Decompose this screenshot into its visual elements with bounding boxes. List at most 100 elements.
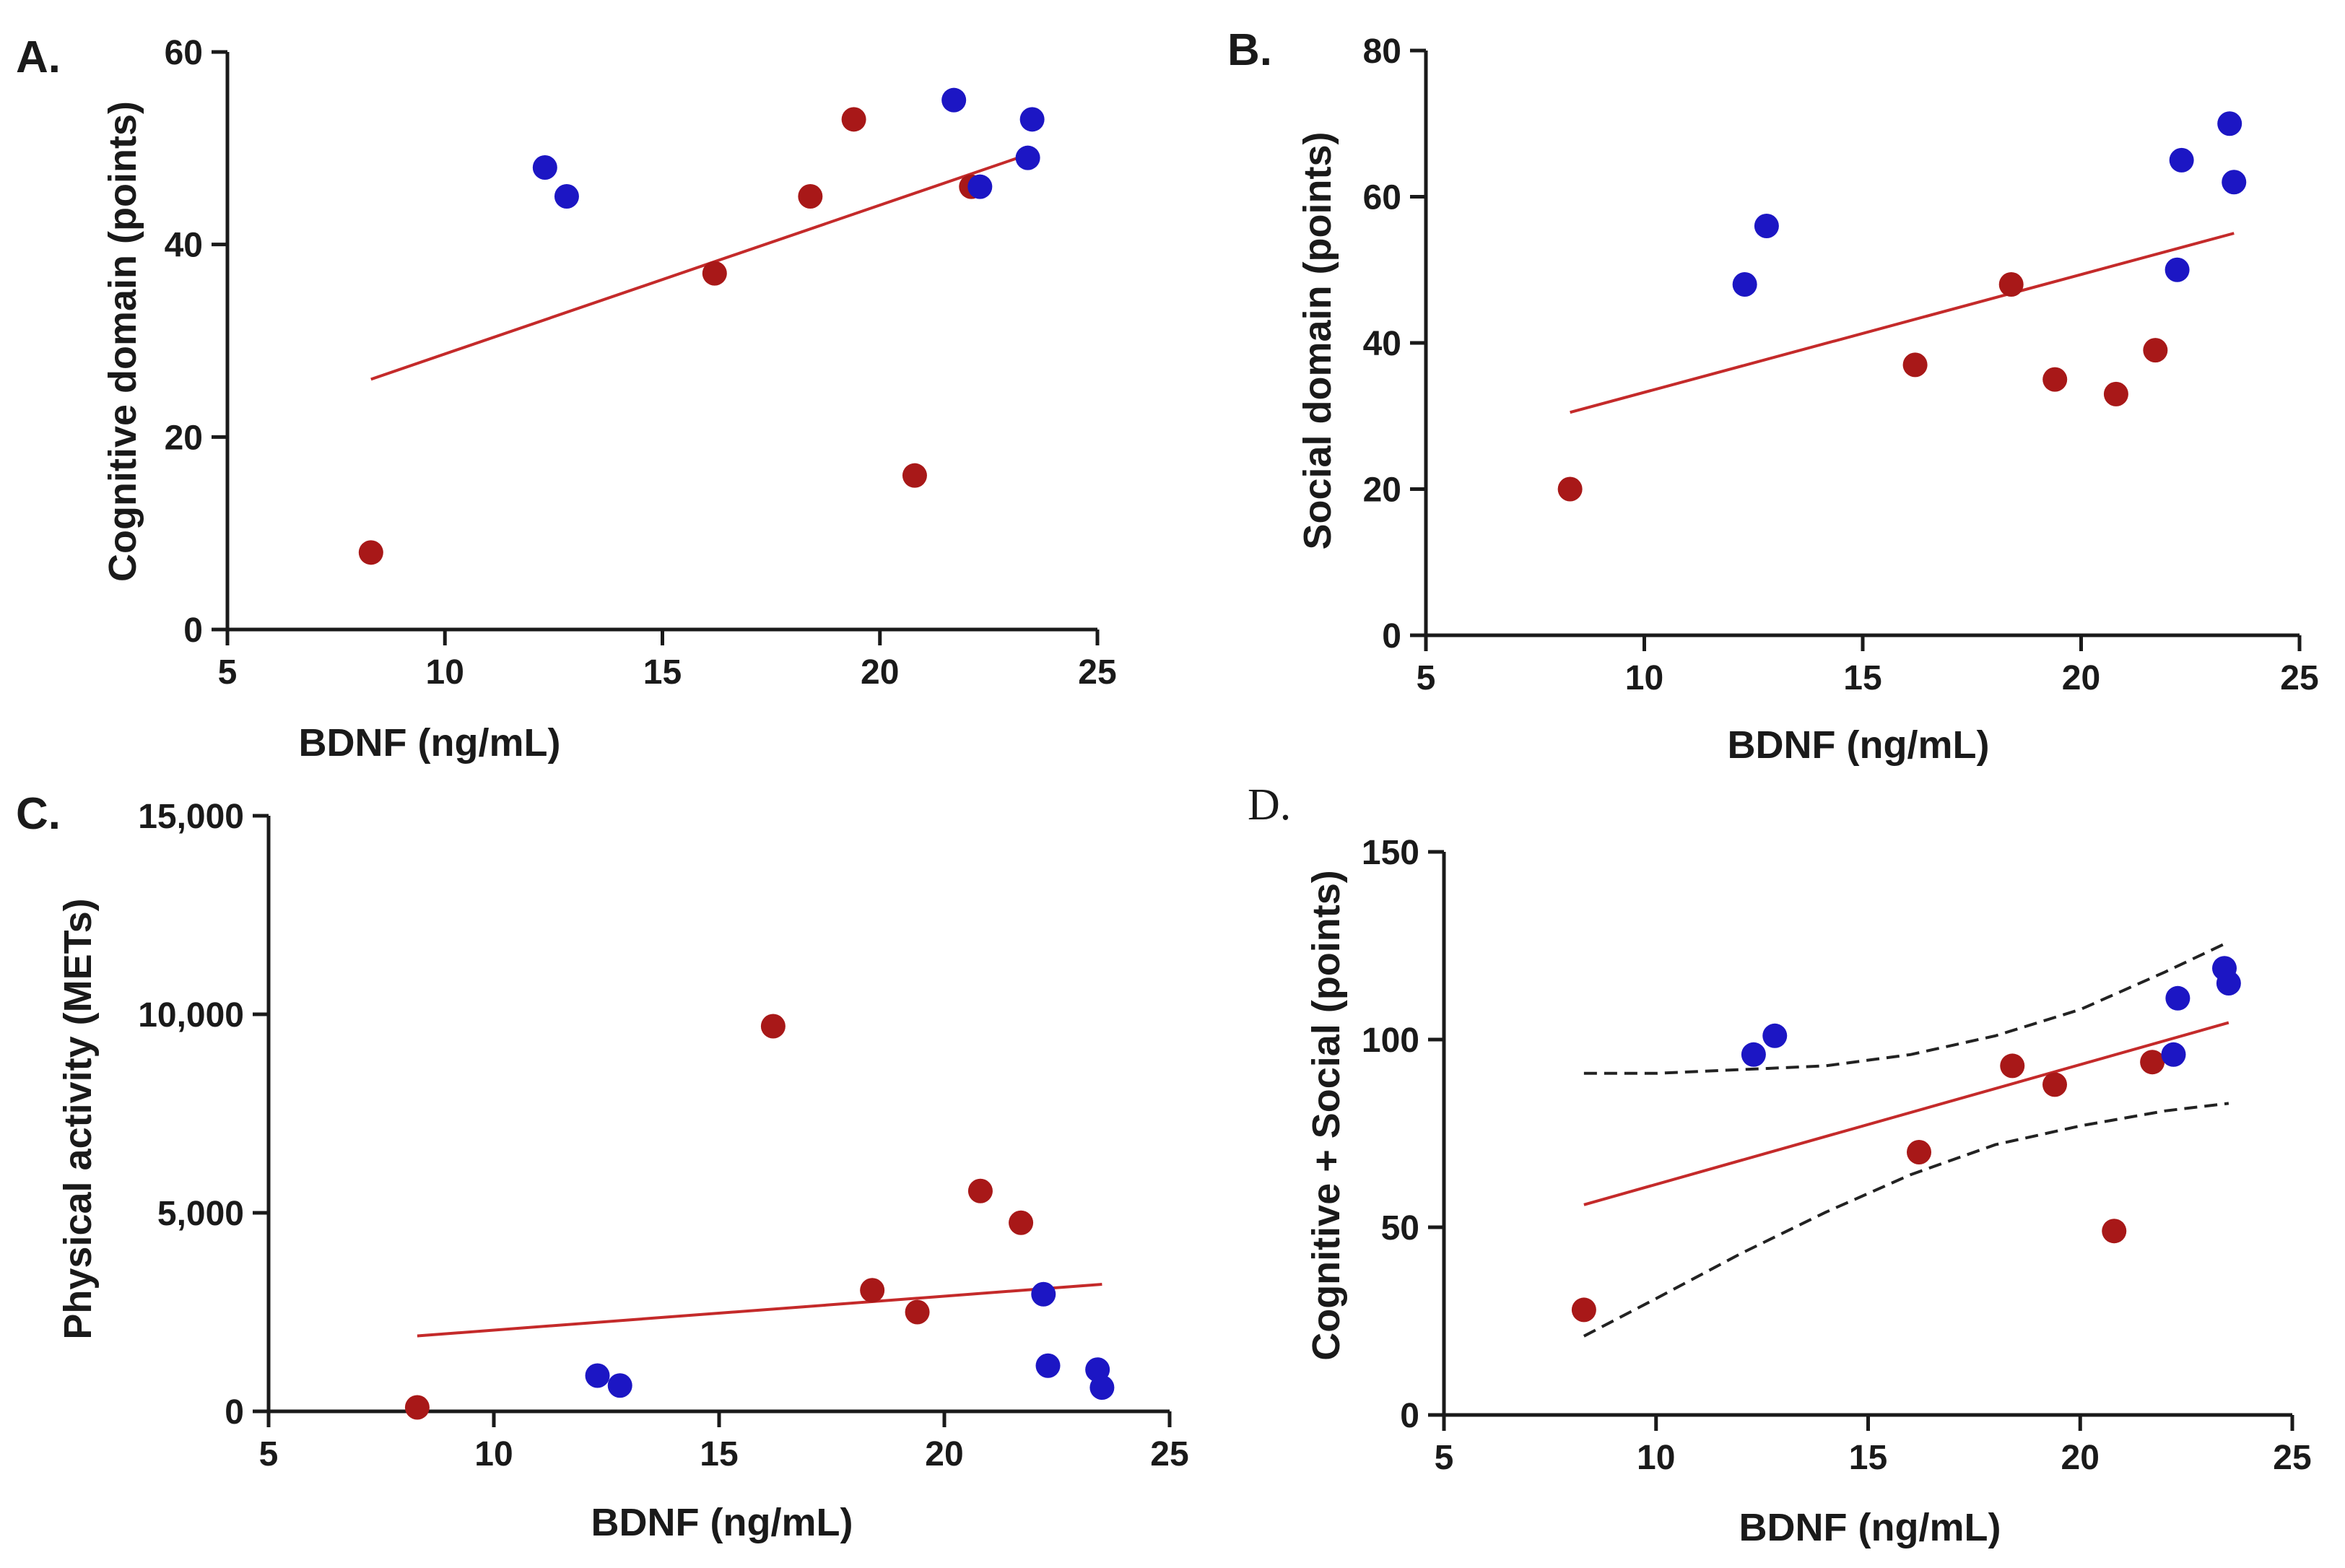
panel-d-point-blue xyxy=(2161,1042,2186,1067)
panel-b-point-red xyxy=(1998,272,2024,297)
panel-d-point-red xyxy=(2140,1050,2165,1075)
panel-c-point-blue xyxy=(1031,1281,1056,1307)
panel-c-plot: 5 10 15 20 25 0 5,000 10,000 15,000 xyxy=(138,798,1189,1473)
panel-c-point-red xyxy=(1009,1210,1034,1235)
panel-c-y-tick-label: 5,000 xyxy=(157,1195,244,1233)
panel-a-point-blue xyxy=(1019,107,1045,132)
panel-d-x-tick-label: 20 xyxy=(2061,1439,2100,1477)
panel-a-point-red xyxy=(702,261,727,286)
panel-d-point-red xyxy=(1907,1140,1931,1164)
panel-d-label: D. xyxy=(1248,780,1291,829)
panel-b-point-blue xyxy=(2217,111,2242,136)
panel-d-point-blue xyxy=(2216,971,2241,996)
panel-c-point-blue xyxy=(1089,1375,1115,1400)
panel-d-regression-line xyxy=(1583,1021,2229,1206)
panel-d-point-red xyxy=(2000,1053,2025,1079)
panel-a-point-red xyxy=(798,184,823,209)
panel-d-y-axis-label: Cognitive + Social (points) xyxy=(1305,870,1348,1361)
panel-c-point-blue xyxy=(585,1363,610,1388)
panel-b-plot: 5 10 15 20 25 0 20 40 60 80 xyxy=(1363,32,2319,697)
panel-b-y-tick-label: 40 xyxy=(1363,325,1401,363)
panel-c-point-red xyxy=(860,1278,885,1303)
panel-a-y-axis-label: Cognitive domain (points) xyxy=(101,101,144,582)
panel-a-x-tick-label: 15 xyxy=(643,653,682,692)
panel-d-point-red xyxy=(1571,1297,1596,1323)
panel-b-point-red xyxy=(2042,367,2068,392)
panel-b-point-red xyxy=(1557,476,1583,502)
panel-a-x-tick-label: 20 xyxy=(861,653,899,692)
panel-b-x-axis-label: BDNF (ng/mL) xyxy=(1728,723,1990,767)
panel-c-point-red xyxy=(905,1299,930,1325)
panel-b-y-tick-label: 80 xyxy=(1363,32,1401,71)
panel-b-regression-line xyxy=(1570,232,2235,414)
panel-c-point-red xyxy=(760,1014,786,1039)
panel-a-point-blue xyxy=(1015,145,1040,170)
panel-b-point-blue xyxy=(2165,257,2190,282)
panel-a-y-tick-label: 60 xyxy=(165,34,203,72)
panel-d-ci-upper xyxy=(1583,940,2229,1075)
panel-d-point-red xyxy=(2042,1072,2067,1097)
panel-c-label: C. xyxy=(16,789,61,839)
panel-b-point-blue xyxy=(1732,272,1757,297)
panel-b-y-axis-label: Social domain (points) xyxy=(1296,131,1339,549)
panel-b-point-blue xyxy=(1754,214,1779,238)
panel-d-ci-lower xyxy=(1583,1102,2229,1338)
panel-b-y-tick-label: 20 xyxy=(1363,471,1401,510)
panel-d-x-axis-label: BDNF (ng/mL) xyxy=(1739,1506,2001,1549)
panel-c-point-red xyxy=(967,1178,993,1203)
panel-c-regression-line xyxy=(417,1283,1102,1338)
panel-a: A. BDNF (ng/mL) Cognitive domain (points… xyxy=(16,32,1117,765)
panel-a-point-blue xyxy=(532,155,557,180)
panel-b-y-tick-label: 0 xyxy=(1382,617,1401,655)
panel-d-y-tick-label: 50 xyxy=(1381,1209,1419,1247)
panel-d-y-tick-label: 0 xyxy=(1400,1397,1419,1435)
panel-d-x-tick-label: 25 xyxy=(2273,1439,2311,1477)
panel-a-y-tick-label: 40 xyxy=(165,227,203,265)
panel-a-regression-line xyxy=(370,152,1033,381)
panel-b: B. BDNF (ng/mL) Social domain (points) 5… xyxy=(1227,25,2319,767)
panel-c-x-tick-label: 25 xyxy=(1150,1435,1188,1473)
panel-a-x-tick-label: 10 xyxy=(426,653,464,692)
panel-c-point-red xyxy=(404,1395,430,1420)
panel-d-point-red xyxy=(2102,1219,2127,1244)
panel-a-x-axis-label: BDNF (ng/mL) xyxy=(299,721,561,765)
panel-a-point-red xyxy=(841,107,866,132)
panel-a-label: A. xyxy=(16,32,61,82)
panel-c-y-tick-label: 0 xyxy=(225,1393,244,1432)
panel-d-point-blue xyxy=(1762,1023,1788,1048)
panel-d: D. BDNF (ng/mL) Cognitive + Social (poin… xyxy=(1248,780,2312,1549)
panel-b-y-tick-label: 60 xyxy=(1363,179,1401,217)
panel-c-x-tick-label: 5 xyxy=(259,1435,279,1473)
panel-b-x-tick-label: 20 xyxy=(2062,659,2100,697)
panel-a-x-tick-label: 25 xyxy=(1078,653,1116,692)
panel-c-y-axis-label: Physical activity (METs) xyxy=(56,898,100,1339)
panel-c-point-blue xyxy=(1035,1353,1061,1378)
panel-a-point-blue xyxy=(967,174,993,199)
panel-b-point-red xyxy=(2103,381,2128,406)
panel-c-point-blue xyxy=(607,1373,632,1398)
panel-b-point-red xyxy=(2143,338,2168,363)
panel-a-point-red xyxy=(358,540,383,565)
panel-c-x-axis-label: BDNF (ng/mL) xyxy=(591,1501,853,1544)
panel-a-y-tick-label: 20 xyxy=(165,419,203,457)
panel-b-point-blue xyxy=(2169,147,2194,173)
panel-c-y-tick-label: 10,000 xyxy=(138,996,244,1035)
panel-a-x-tick-label: 5 xyxy=(218,653,238,692)
panel-c-x-tick-label: 10 xyxy=(474,1435,513,1473)
panel-a-y-tick-label: 0 xyxy=(183,611,203,650)
panel-b-x-tick-label: 10 xyxy=(1625,659,1663,697)
panel-b-x-tick-label: 15 xyxy=(1843,659,1881,697)
panel-d-y-tick-label: 100 xyxy=(1362,1022,1419,1060)
panel-d-x-tick-label: 5 xyxy=(1435,1439,1454,1477)
panel-d-point-blue xyxy=(1741,1042,1766,1067)
panel-b-point-blue xyxy=(2222,170,2247,195)
panel-b-x-tick-label: 5 xyxy=(1417,659,1436,697)
panel-c-y-tick-label: 15,000 xyxy=(138,798,244,836)
panel-c-x-tick-label: 15 xyxy=(700,1435,738,1473)
panel-a-plot: 5 10 15 20 25 0 20 40 60 xyxy=(165,34,1117,692)
panel-d-x-tick-label: 15 xyxy=(1849,1439,1887,1477)
panel-c-x-tick-label: 20 xyxy=(925,1435,963,1473)
panel-d-plot: 5 10 15 20 25 0 50 100 150 xyxy=(1362,834,2312,1477)
panel-b-point-red xyxy=(1902,352,1928,378)
